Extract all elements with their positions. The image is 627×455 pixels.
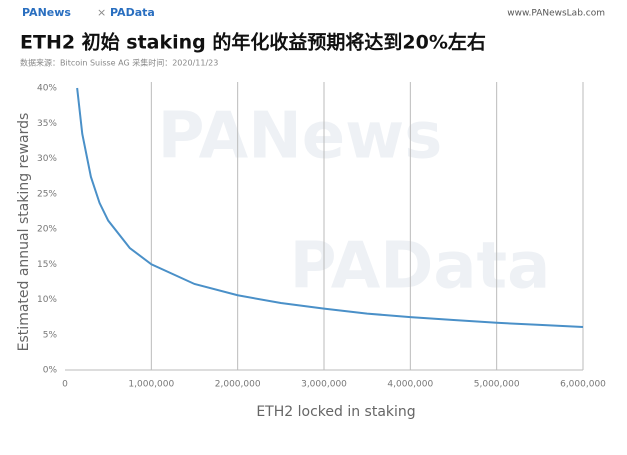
x-tick-label: 1,000,000 <box>128 380 174 390</box>
site-url: www.PANewsLab.com <box>507 9 605 19</box>
y-tick-label: 5% <box>43 330 58 340</box>
y-tick-label: 20% <box>37 225 57 235</box>
watermark: PANews <box>158 100 443 174</box>
logo-separator: × <box>97 6 106 19</box>
logo: PAData <box>110 6 155 19</box>
y-axis-label: Estimated annual staking rewards <box>16 113 32 352</box>
y-tick-label: 40% <box>37 84 57 94</box>
x-tick-label: 3,000,000 <box>301 380 347 390</box>
y-tick-label: 10% <box>37 295 57 305</box>
x-tick-label: 0 <box>62 380 68 390</box>
x-tick-label: 6,000,000 <box>560 380 606 390</box>
y-tick-label: 15% <box>37 260 57 270</box>
y-tick-label: 30% <box>37 154 57 164</box>
x-tick-label: 5,000,000 <box>474 380 520 390</box>
x-tick-label: 4,000,000 <box>387 380 433 390</box>
y-tick-label: 35% <box>37 119 57 129</box>
chart-title: ETH2 初始 staking 的年化收益预期将达到20%左右 <box>20 31 486 54</box>
source-note: 数据来源：Bitcoin Suisse AG 采集时间：2020/11/23 <box>20 58 218 68</box>
x-axis-label: ETH2 locked in staking <box>256 404 415 420</box>
watermark: PAData <box>290 230 551 304</box>
x-tick-label: 2,000,000 <box>215 380 261 390</box>
y-tick-label: 25% <box>37 189 57 199</box>
logo: PANews <box>22 6 71 19</box>
y-tick-label: 0% <box>43 366 58 376</box>
line-series <box>76 87 584 328</box>
